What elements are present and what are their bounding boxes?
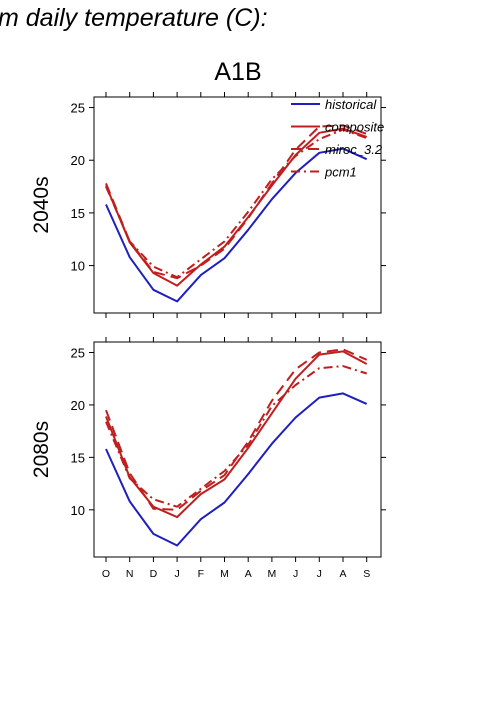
x-tick-label: J [174,568,179,580]
series-line-miroc-3-2 [105,348,368,511]
x-tick-label: A [245,568,252,580]
series-line-pcm1 [105,365,367,508]
x-tick-label: S [363,568,370,580]
y-tick-label: 25 [71,345,85,360]
plot-frame [93,96,382,314]
y-tick-label: 15 [71,206,85,221]
series-line-pcm1 [105,128,368,279]
y-tick-label: 20 [71,398,85,413]
x-tick-label: O [102,568,110,580]
series-line-historical [105,392,368,547]
row-label: 2080s [30,421,53,478]
x-tick-label: J [317,568,322,580]
panel-2080s: 10 15 20 25 O N D J F M A M J J A S 2080s [30,337,386,580]
y-tick-label: 25 [71,101,85,116]
x-tick-label: N [126,568,134,580]
legend-entry: pcm1 [324,165,357,180]
y-tick-label: 10 [71,503,85,518]
panel-2040s: 10 15 20 25 2040s [30,92,386,318]
legend-entry: historical [325,97,377,112]
legend-entry: composite [325,120,384,135]
row-label: 2040s [30,176,53,233]
y-tick-label: 10 [71,259,85,274]
scenario-title: A1B [214,58,261,86]
x-tick-label: A [339,568,346,580]
x-tick-label: M [268,568,277,580]
figure-heading: m daily temperature (C): [0,4,268,32]
legend-entry: miroc_3.2 [325,142,383,157]
x-tick-label: J [293,568,298,580]
series-line-historical [105,147,368,303]
y-tick-label: 20 [71,153,85,168]
x-tick-label: F [198,568,204,580]
x-tick-label: D [150,568,158,580]
series-line-miroc-3-2 [105,124,368,280]
chart-legend: historical composite miroc_3.2 pcm1 [291,97,384,180]
y-tick-label: 15 [71,450,85,465]
plot-frame [93,341,382,558]
x-tick-label: M [220,568,229,580]
